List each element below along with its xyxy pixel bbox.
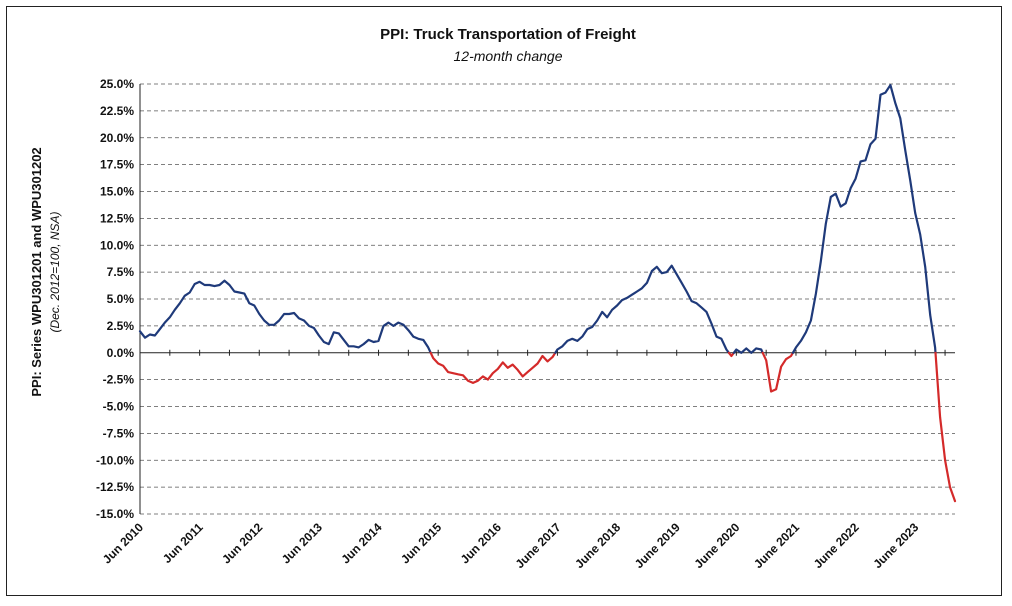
y-tick-labels: 25.0% 22.5% 20.0% 17.5% 15.0% 12.5% 10.0% 7.5% 5… <box>96 77 134 521</box>
x-tick-label: June 2020 <box>692 520 743 571</box>
y-tick-label: 5.0% <box>107 292 135 306</box>
series-line <box>138 84 957 503</box>
y-tick-label: -5.0% <box>103 400 135 414</box>
chart-subtitle: 12-month change <box>454 48 563 64</box>
x-tick-label: Jun 2011 <box>160 520 206 566</box>
y-tick-label: 2.5% <box>107 319 135 333</box>
y-tick-label: 25.0% <box>100 77 134 91</box>
y-tick-label: -15.0% <box>96 507 134 521</box>
x-tick-label: June 2018 <box>572 520 623 571</box>
x-tick-label: Jun 2010 <box>100 520 146 566</box>
series-segment-positive <box>554 264 730 354</box>
x-tick-label: Jun 2013 <box>279 520 325 566</box>
x-tick-label: June 2023 <box>870 520 921 571</box>
y-tick-label: 10.0% <box>100 238 134 252</box>
y-axis-title: PPI: Series WPU301201 and WPU301202 (Dec… <box>29 147 62 396</box>
series-segment-positive <box>732 347 764 354</box>
y-tick-label: 0.0% <box>107 346 135 360</box>
x-tick-label: Jun 2014 <box>338 520 384 566</box>
y-tick-label: 12.5% <box>100 211 134 225</box>
gridlines <box>140 83 955 515</box>
x-tick-label: June 2017 <box>513 520 564 571</box>
series-segment-negative <box>727 351 735 358</box>
x-tick-label: Jun 2012 <box>219 520 265 566</box>
x-tick-label: June 2021 <box>751 520 802 571</box>
series-segment-negative <box>934 351 957 503</box>
axes <box>139 84 955 514</box>
chart-frame: PPI: Truck Transportation of Freight 12-… <box>6 6 1002 596</box>
series-segment-positive <box>791 84 937 354</box>
y-tick-label: -7.5% <box>103 426 135 440</box>
x-tick-label: June 2022 <box>811 520 862 571</box>
y-tick-label: 22.5% <box>100 104 134 118</box>
y-tick-label: 20.0% <box>100 131 134 145</box>
series-segment-negative <box>761 351 794 393</box>
chart-title: PPI: Truck Transportation of Freight <box>380 26 636 43</box>
y-tick-label: -2.5% <box>103 373 135 387</box>
y-tick-label: -10.0% <box>96 453 134 467</box>
x-tick-label: Jun 2015 <box>398 520 444 566</box>
y-tick-label: 7.5% <box>107 265 135 279</box>
chart-svg: PPI: Truck Transportation of Freight 12-… <box>29 26 957 571</box>
y-tick-label: 15.0% <box>100 185 134 199</box>
x-tick-label: June 2019 <box>632 520 683 571</box>
x-tick-labels: Jun 2010 Jun 2011 Jun 2012 Jun 2013 Jun 2014… <box>100 520 922 571</box>
y-tick-label: -12.5% <box>96 480 134 494</box>
series-segment-positive <box>138 279 432 354</box>
x-tick-label: Jun 2016 <box>458 520 504 566</box>
y-axis-note: (Dec. 2012=100, NSA) <box>48 211 62 332</box>
series-segment-negative <box>429 351 557 384</box>
y-axis-label: PPI: Series WPU301201 and WPU301202 <box>29 147 44 396</box>
y-tick-label: 17.5% <box>100 158 134 172</box>
